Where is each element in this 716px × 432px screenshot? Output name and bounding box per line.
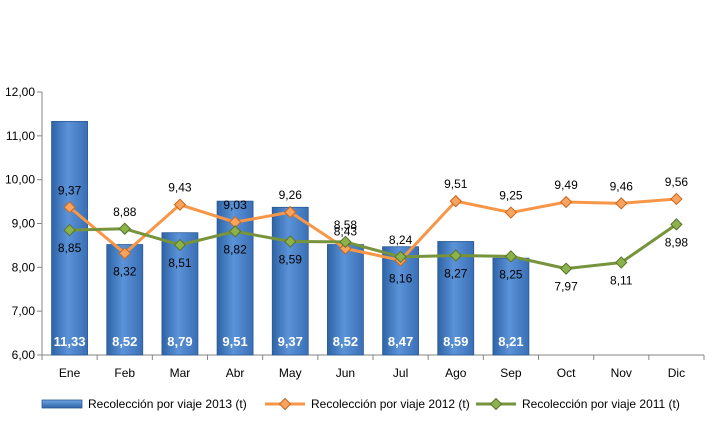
line-value-label: 9,46 <box>610 179 634 193</box>
line-value-label: 9,25 <box>499 189 523 203</box>
marker-2012 <box>63 201 76 214</box>
legend-swatch-marker-2011 <box>489 397 503 411</box>
line-value-label: 8,27 <box>444 266 468 280</box>
line-value-label: 8,16 <box>389 271 413 285</box>
marker-2011 <box>63 223 76 237</box>
x-tick-label: Jun <box>336 366 355 380</box>
marker-2011 <box>559 262 573 275</box>
marker-2012 <box>173 198 187 211</box>
marker-2012 <box>339 242 352 255</box>
legend-swatch-marker-2012 <box>278 397 292 411</box>
marker-2012 <box>118 247 131 260</box>
line-value-label: 9,03 <box>223 198 247 212</box>
marker-2011 <box>449 249 462 262</box>
bar-value-label: 8,52 <box>112 334 137 349</box>
bar <box>161 232 199 356</box>
bar <box>271 206 309 356</box>
y-tick-label: 6,00 <box>12 348 36 362</box>
x-tick-label: Nov <box>611 366 632 380</box>
legend: Recolección por viaje 2013 (t) Recolecció… <box>41 397 680 411</box>
bar <box>106 244 144 356</box>
x-tick-label: Sep <box>500 366 522 380</box>
bar-value-label: 9,51 <box>222 334 247 349</box>
line-series <box>63 192 683 275</box>
data-labels: 11,33 8,52 8,79 9,51 9,37 8,52 8,47 8,59 8,21 9,3… <box>54 175 689 349</box>
x-tick-label: Oct <box>557 366 576 380</box>
line-value-label: 7,97 <box>554 280 578 294</box>
y-tick-label: 8,00 <box>12 260 36 274</box>
line-value-label: 8,58 <box>334 218 358 232</box>
line-value-label: 8,25 <box>499 267 523 281</box>
x-tick-label: Ago <box>445 366 467 380</box>
bar-value-label: 11,33 <box>54 334 86 349</box>
axes: 6,00 7,00 8,00 9,00 10,00 11,00 12,00 Ene Feb Mar… <box>5 85 705 380</box>
line-value-label: 8,51 <box>168 256 192 270</box>
line-value-label: 8,98 <box>665 235 689 249</box>
marker-2011 <box>173 238 187 252</box>
marker-2011 <box>228 225 242 238</box>
marker-2012 <box>504 206 518 219</box>
line-2011 <box>69 223 678 271</box>
x-tick-label: Ene <box>59 366 81 380</box>
marker-2012 <box>615 197 628 210</box>
legend-swatch-2013 <box>41 399 83 409</box>
marker-2011 <box>339 235 352 249</box>
marker-2012 <box>559 195 573 209</box>
marker-2011 <box>118 222 131 235</box>
line-value-label: 8,85 <box>58 241 82 255</box>
bar-value-label: 8,79 <box>167 334 192 349</box>
marker-2011 <box>504 250 518 263</box>
line-value-label: 9,37 <box>58 183 82 197</box>
y-tick-label: 11,00 <box>6 129 35 143</box>
x-tick-label: May <box>279 366 302 380</box>
line-value-label: 8,11 <box>610 274 633 288</box>
bar-value-label: 8,47 <box>388 334 413 349</box>
line-value-label: 8,43 <box>334 224 358 238</box>
line-value-label: 9,56 <box>665 175 689 189</box>
y-tick-label: 7,00 <box>12 304 36 318</box>
line-value-label: 9,26 <box>279 188 303 202</box>
marker-2011 <box>394 250 407 264</box>
marker-2012 <box>670 192 683 206</box>
y-tick-label: 10,00 <box>5 173 35 187</box>
line-value-label: 8,59 <box>279 252 303 266</box>
marker-2012 <box>449 194 462 208</box>
line-value-label: 9,43 <box>168 181 192 195</box>
marker-2011 <box>615 256 628 269</box>
bar-series <box>51 120 530 356</box>
bar <box>327 244 364 356</box>
marker-2011 <box>284 235 297 248</box>
x-tick-label: Abr <box>226 366 245 380</box>
x-tick-label: Mar <box>170 366 191 380</box>
legend-label-2013: Recolección por viaje 2013 (t) <box>88 397 247 411</box>
y-tick-label: 12,00 <box>5 85 35 99</box>
legend-label-2012: Recolección por viaje 2012 (t) <box>311 397 470 411</box>
line-value-label: 8,88 <box>113 205 137 219</box>
line-value-label: 9,49 <box>554 178 578 192</box>
y-tick-label: 9,00 <box>12 217 36 231</box>
line-value-label: 8,32 <box>113 264 137 278</box>
legend-label-2011: Recolección por viaje 2011 (t) <box>522 397 680 411</box>
line-value-label: 9,51 <box>444 177 468 191</box>
x-tick-label: Jul <box>393 366 408 380</box>
bar-value-label: 8,59 <box>443 334 468 349</box>
bar-value-label: 8,21 <box>498 334 523 349</box>
line-2012 <box>68 197 677 262</box>
marker-2012 <box>284 205 297 219</box>
x-tick-label: Feb <box>114 366 135 380</box>
line-value-label: 8,24 <box>389 233 413 247</box>
bar-value-label: 8,52 <box>333 334 358 349</box>
bar <box>492 257 530 356</box>
line-value-label: 8,82 <box>223 242 247 256</box>
x-tick-label: Dic <box>668 366 685 380</box>
marker-2011 <box>670 218 683 231</box>
bar-value-label: 9,37 <box>278 334 303 349</box>
bar <box>51 120 88 356</box>
